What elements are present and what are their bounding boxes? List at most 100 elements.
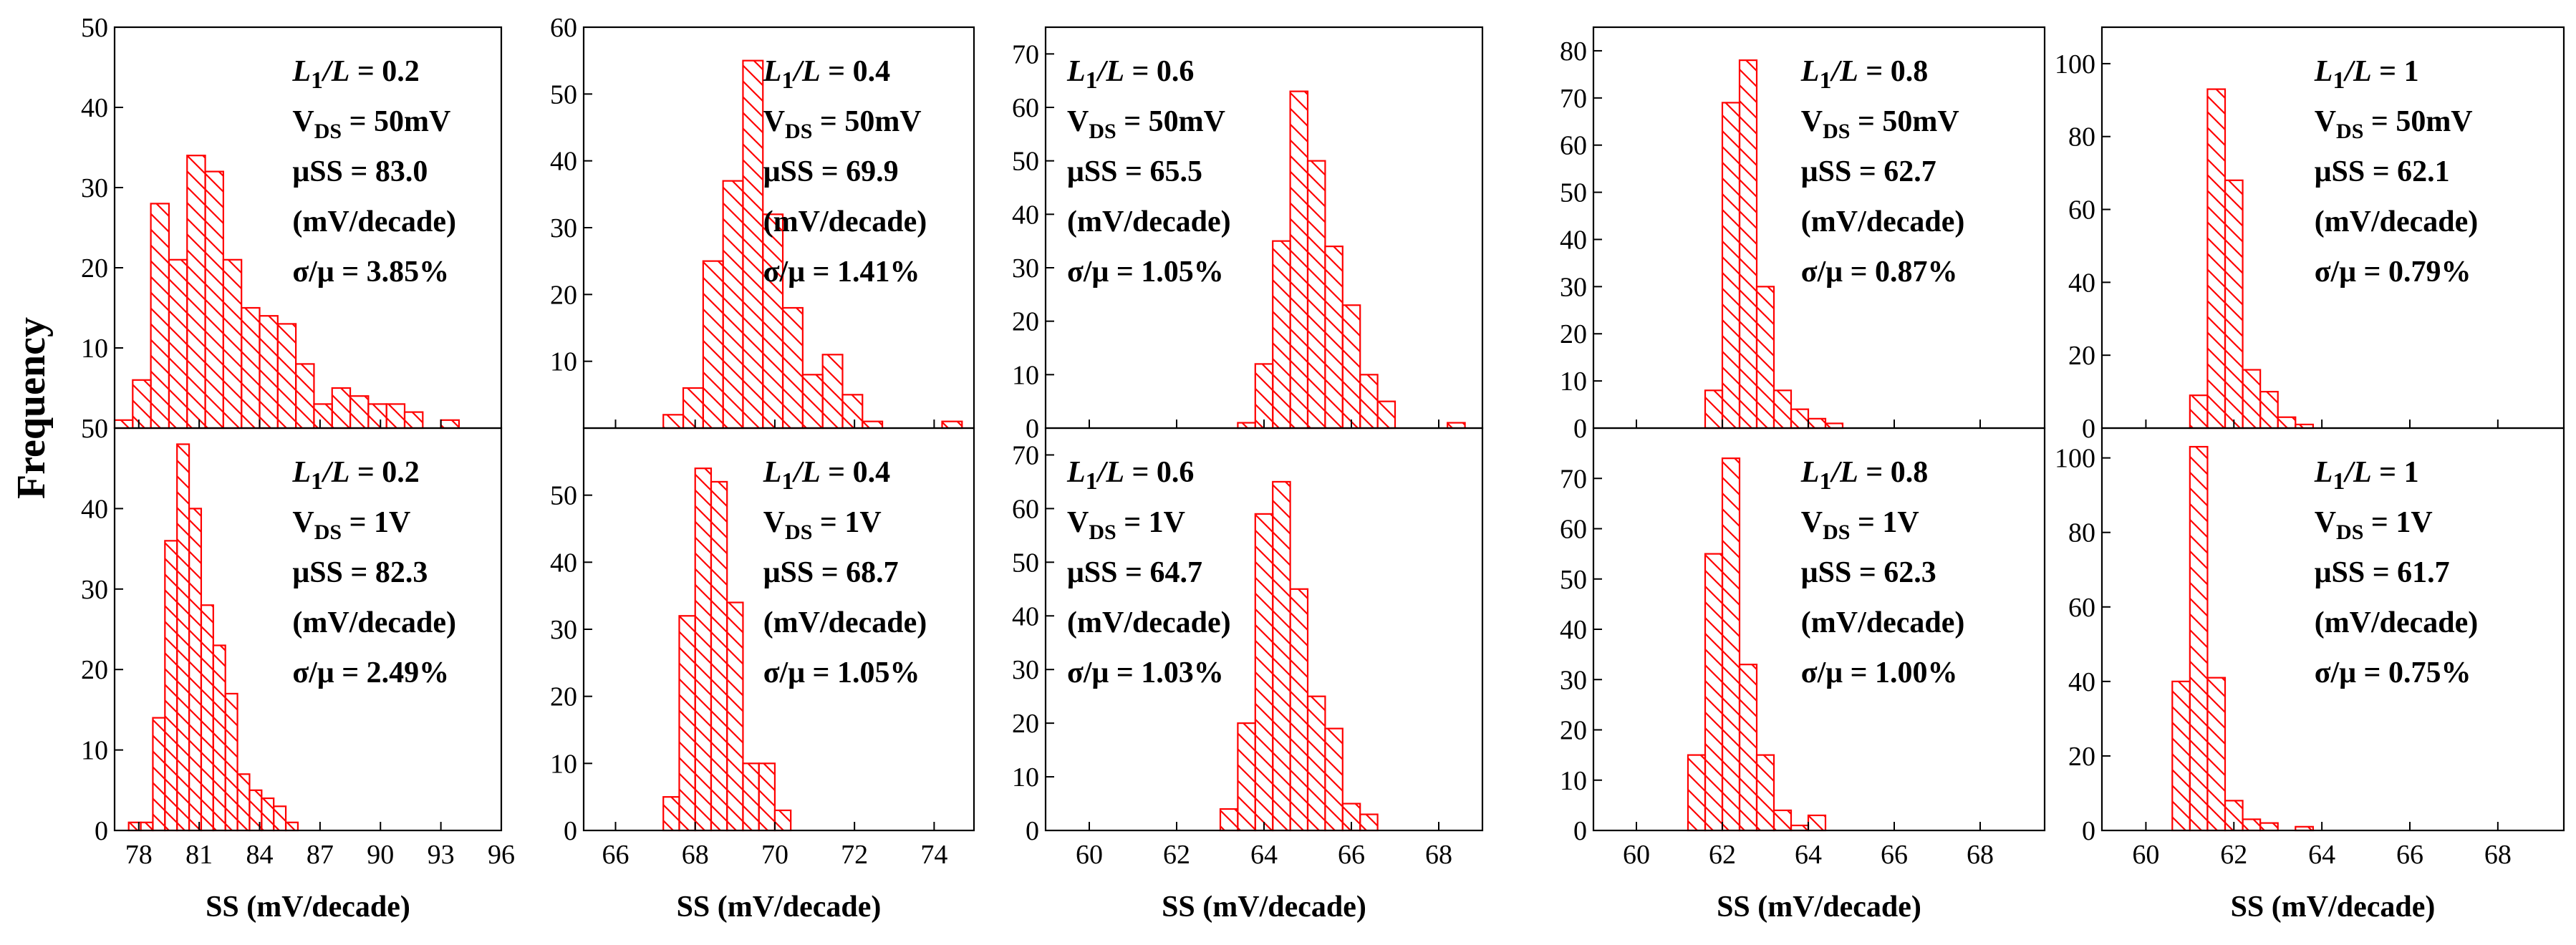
histogram-bar	[188, 508, 203, 832]
y-tick-label: 0	[95, 816, 108, 846]
annotation-sigma: σ/μ = 3.85%	[292, 256, 449, 289]
histogram-bar	[801, 374, 824, 430]
histogram-bar	[1324, 246, 1344, 430]
x-tick-label: 81	[185, 840, 213, 870]
histogram-panel: 0 10 20 30 40 50 60 70 60 62 64 66 68 SS (mV/decade) L…	[1012, 427, 1484, 924]
histogram-bar	[1254, 513, 1274, 832]
y-tick-label: 70	[1012, 440, 1039, 470]
histogram-bar	[2206, 677, 2227, 832]
y-tick-label: 70	[1560, 464, 1587, 494]
histogram-bar	[1704, 389, 1724, 430]
histogram-bar	[2206, 88, 2227, 430]
histogram-bar	[1254, 363, 1274, 430]
histogram-bar	[682, 387, 704, 430]
y-tick-label: 40	[550, 548, 577, 578]
x-tick-label: 68	[2484, 840, 2512, 870]
x-tick-label: 62	[1709, 840, 1736, 870]
annotation-ratio: L1/L = 1	[2314, 55, 2419, 94]
annotation-unit: (mV/decade)	[763, 606, 927, 639]
histogram-bar	[2224, 179, 2244, 430]
y-tick-label: 30	[550, 213, 577, 243]
annotation-sigma: σ/μ = 1.05%	[763, 656, 920, 689]
y-tick-label: 50	[1560, 565, 1587, 595]
histogram-bar	[694, 467, 713, 832]
annotation-unit: (mV/decade)	[1801, 205, 1965, 238]
y-tick-label: 10	[1012, 360, 1039, 390]
x-axis-label: SS (mV/decade)	[677, 891, 882, 924]
y-tick-label: 10	[1560, 766, 1587, 796]
annotation-unit: (mV/decade)	[1067, 606, 1231, 639]
y-tick-label: 30	[1560, 272, 1587, 302]
y-tick-label: 50	[1560, 178, 1587, 208]
y-tick-label: 20	[81, 253, 108, 284]
x-tick-label: 70	[761, 840, 788, 870]
y-tick-label: 60	[2068, 593, 2095, 623]
histogram-bar	[176, 443, 190, 832]
histogram-bar	[2259, 390, 2279, 430]
annotation-vds: VDS = 1V	[1067, 506, 1185, 544]
y-tick-label: 30	[1560, 665, 1587, 695]
annotation-unit: (mV/decade)	[292, 205, 456, 238]
y-tick-label: 20	[550, 280, 577, 310]
histogram-bar	[1772, 389, 1793, 430]
histogram-bar	[773, 809, 792, 832]
histogram-bar	[742, 59, 764, 430]
annotation-vds: VDS = 50mV	[292, 105, 450, 143]
y-tick-label: 70	[1012, 39, 1039, 69]
y-tick-label: 50	[1012, 147, 1039, 177]
y-tick-label: 40	[550, 147, 577, 177]
annotation-unit: (mV/decade)	[292, 606, 456, 639]
histogram-bar	[132, 379, 152, 430]
x-tick-label: 68	[682, 840, 709, 870]
histogram-bar	[313, 403, 333, 430]
x-tick-label: 62	[1163, 840, 1190, 870]
histogram-bar	[186, 155, 206, 430]
x-tick-label: 84	[246, 840, 274, 870]
y-tick-label: 20	[1012, 709, 1039, 739]
histogram-bar	[1755, 754, 1775, 832]
x-tick-label: 72	[841, 840, 868, 870]
histogram-bar	[2189, 445, 2209, 832]
plot-frame	[2100, 427, 2565, 832]
histogram-bar	[1376, 400, 1396, 430]
histogram-panel: 0 10 20 30 40 50 60 70 80 L1/L = 0.8 VDS = 50mV μSS…	[1560, 26, 2046, 444]
histogram-bar	[403, 411, 424, 430]
histogram-bar	[726, 601, 744, 832]
x-tick-label: 64	[2308, 840, 2335, 870]
histogram-bar	[1738, 664, 1758, 832]
x-tick-label: 64	[1250, 840, 1278, 870]
annotation-vds: VDS = 50mV	[763, 105, 922, 143]
histogram-panel: 0 10 20 30 40 50 66 68 70 72 74 SS (mV/decade) L1/L …	[550, 427, 975, 924]
histogram-bar	[742, 762, 760, 832]
histogram-bar	[212, 644, 226, 832]
x-axis-label: SS (mV/decade)	[206, 891, 410, 924]
histogram-bar	[722, 180, 744, 430]
y-tick-label: 30	[81, 575, 108, 605]
x-tick-label: 74	[920, 840, 947, 870]
annotation-mean: μSS = 62.1	[2315, 155, 2450, 188]
x-tick-label: 78	[125, 840, 153, 870]
annotation-vds: VDS = 50mV	[1067, 105, 1225, 143]
histogram-bar	[1272, 480, 1291, 832]
y-tick-label: 20	[81, 655, 108, 685]
annotation-ratio: L1/L = 0.6	[1066, 456, 1194, 495]
histogram-panel: 10 20 30 40 50 60 L1/L = 0.4 VDS = 50mV μSS = 69…	[550, 13, 975, 430]
histogram-bar	[1687, 754, 1707, 832]
y-tick-label: 20	[550, 682, 577, 712]
histogram-bar	[1704, 553, 1724, 832]
histogram-bar	[1721, 457, 1741, 832]
histogram-panel: 0 10 20 30 40 50 60 70 L1/L = 0.6 VDS = 50mV μSS =…	[1012, 26, 1484, 444]
histogram-panel: 0 10 20 30 40 50 60 70 60 62 64 66 68 SS (mV/decade) L…	[1560, 427, 2046, 924]
histogram-bar	[113, 419, 134, 430]
x-tick-label: 66	[2396, 840, 2423, 870]
y-tick-label: 80	[2068, 518, 2095, 548]
y-tick-label: 20	[2068, 341, 2095, 371]
histogram-bar	[259, 315, 279, 430]
y-tick-label: 60	[2068, 195, 2095, 226]
histogram-bar	[224, 692, 238, 832]
annotation-ratio: L1/L = 0.8	[1800, 456, 1928, 495]
histogram-bar	[1324, 727, 1344, 832]
x-tick-label: 64	[1795, 840, 1822, 870]
histogram-bar	[762, 213, 784, 430]
